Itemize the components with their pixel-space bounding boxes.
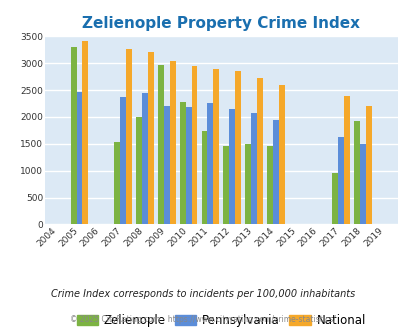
Text: © 2025 CityRating.com - https://www.cityrating.com/crime-statistics/: © 2025 CityRating.com - https://www.city… [70,315,335,324]
Bar [250,113,256,224]
Bar [229,109,234,224]
Bar [142,93,147,224]
Bar [256,78,262,224]
Bar [179,102,185,224]
Bar [158,65,163,224]
Bar [234,71,241,224]
Bar [126,49,132,224]
Bar [70,47,77,224]
Bar [201,131,207,224]
Bar [136,117,142,224]
Bar [272,120,278,224]
Bar [169,61,175,224]
Bar [359,144,365,224]
Bar [337,137,343,224]
Bar [332,173,337,224]
Bar [353,121,359,224]
Legend: Zelienople, Pennsylvania, National: Zelienople, Pennsylvania, National [72,309,370,330]
Title: Zelienople Property Crime Index: Zelienople Property Crime Index [82,16,359,31]
Bar [147,52,153,224]
Bar [213,69,219,224]
Bar [191,66,197,224]
Bar [343,96,349,224]
Bar [223,147,229,224]
Bar [82,41,88,224]
Bar [266,147,272,224]
Bar [77,92,82,224]
Bar [120,97,126,224]
Bar [114,142,120,224]
Bar [163,106,169,224]
Bar [278,85,284,224]
Text: Crime Index corresponds to incidents per 100,000 inhabitants: Crime Index corresponds to incidents per… [51,289,354,299]
Bar [245,144,250,224]
Bar [185,107,191,224]
Bar [207,104,213,224]
Bar [365,106,371,224]
